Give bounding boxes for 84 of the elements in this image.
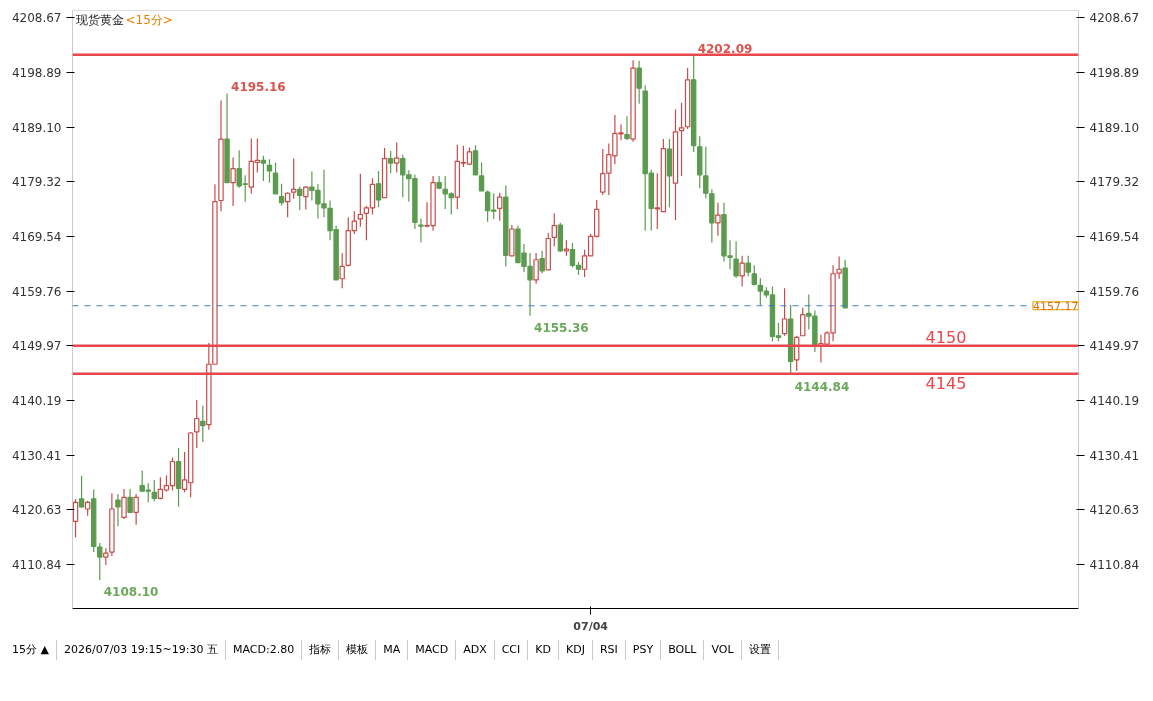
ref-line-label: 4145 <box>925 373 967 393</box>
candlestick <box>394 141 400 174</box>
candlestick <box>357 173 364 228</box>
text: 4108.10 <box>103 585 159 599</box>
text: 4195.16 <box>231 80 286 95</box>
text: 模板 <box>339 640 377 660</box>
y2-tick-label: 4159.76 <box>1089 284 1140 299</box>
candlestick <box>733 240 739 279</box>
candlestick <box>151 479 158 502</box>
y2-tick-label: 4110.84 <box>1089 558 1140 573</box>
candlestick <box>272 161 279 195</box>
y-tick-label: 4208.67 <box>11 11 62 26</box>
text: VOL <box>704 640 742 660</box>
candlestick <box>121 488 127 520</box>
y-tick-label: 4169.54 <box>11 230 62 245</box>
text: KDJ <box>558 640 593 660</box>
ref-line-label: 4150 <box>925 327 967 347</box>
y-tick-label: 4159.76 <box>11 284 62 299</box>
y-tick-label: 4189.10 <box>11 120 62 135</box>
text: 4155.36 <box>534 320 589 335</box>
y2-tick-label: 4169.54 <box>1089 230 1140 245</box>
text: ADX <box>456 640 495 660</box>
candlestick <box>551 212 558 247</box>
candlestick <box>115 493 121 527</box>
candlestick <box>133 493 139 526</box>
y-tick-label: 4179.32 <box>11 175 62 190</box>
candlestick <box>715 202 721 237</box>
candlestick <box>678 102 685 177</box>
text: BOLL <box>661 640 705 660</box>
candlestick <box>418 217 424 244</box>
y2-tick-label: 4120.63 <box>1089 503 1140 518</box>
candlestick <box>127 488 133 513</box>
candlestick <box>636 60 642 105</box>
text: MACD <box>408 640 457 660</box>
y2-tick-label: 4198.89 <box>1089 66 1140 81</box>
text: CCI <box>494 640 529 660</box>
y-tick-label: 4140.19 <box>11 394 62 409</box>
candlestick <box>375 170 382 208</box>
candlestick <box>266 158 273 184</box>
candlestick <box>800 307 806 337</box>
candlestick <box>297 185 303 211</box>
candlestick <box>497 192 503 222</box>
y2-tick-label: 4130.41 <box>1089 448 1140 463</box>
text: 15分 ▲ <box>5 640 57 660</box>
candlestick <box>97 542 103 581</box>
text: KD <box>528 640 559 660</box>
y-tick-label: 4130.41 <box>11 448 62 463</box>
candlestick <box>260 155 267 182</box>
candlestick <box>78 475 85 509</box>
text: 4202.09 <box>697 41 753 56</box>
candlestick <box>278 183 285 207</box>
candlestick <box>72 498 79 539</box>
candlestick <box>290 158 297 200</box>
chart-subtitle: <15分> <box>125 12 173 27</box>
x-tick-label: 07/04 <box>573 619 609 633</box>
y-tick-label: 4110.84 <box>11 558 62 573</box>
chart-title: 现货黄金 <box>75 12 124 27</box>
candlestick <box>194 399 200 449</box>
y-tick-label: 4149.97 <box>11 339 62 354</box>
y-tick-label: 4120.63 <box>11 503 62 518</box>
text: RSI <box>592 640 626 660</box>
y2-tick-label: 4208.67 <box>1089 11 1140 26</box>
y2-tick-label: 4140.19 <box>1089 394 1140 409</box>
y2-tick-label: 4189.10 <box>1089 120 1140 135</box>
y-tick-label: 4198.89 <box>11 66 62 81</box>
candlestick <box>739 255 745 288</box>
text: 2026/07/03 19:15~19:30 五 <box>56 640 226 660</box>
text: 指标 <box>302 640 340 660</box>
y2-tick-label: 4149.97 <box>1089 339 1140 354</box>
candlestick <box>387 150 394 174</box>
text: PSY <box>625 640 662 660</box>
text: MACD:2.80 <box>225 640 303 660</box>
candlestick <box>200 405 206 443</box>
candlestick <box>745 255 751 278</box>
candlestick <box>624 115 630 141</box>
text: MA <box>376 640 409 660</box>
candlestick <box>533 252 539 285</box>
candlestick <box>339 252 345 289</box>
y2-tick-label: 4179.32 <box>1089 175 1140 190</box>
candlestick <box>539 250 545 274</box>
candlestick <box>230 156 236 207</box>
text: 4144.84 <box>794 379 850 394</box>
text: 设置 <box>741 640 779 660</box>
candlestick <box>781 287 788 337</box>
